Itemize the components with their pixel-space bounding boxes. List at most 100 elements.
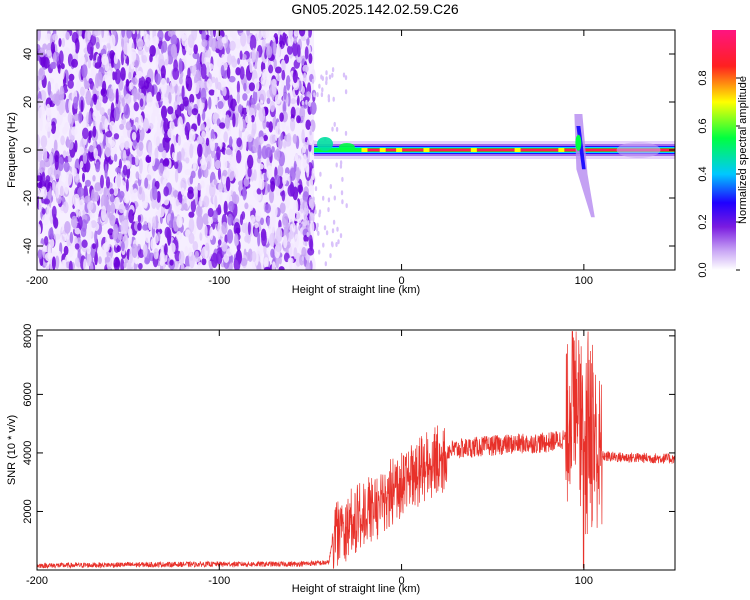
noise-blob bbox=[105, 131, 113, 138]
noise-blob bbox=[236, 150, 242, 164]
noise-blob bbox=[209, 138, 216, 152]
noise-blob bbox=[65, 170, 73, 187]
noise-blob bbox=[219, 122, 226, 129]
noise-blob bbox=[92, 175, 96, 182]
noise-blob bbox=[321, 87, 324, 93]
noise-blob bbox=[314, 209, 317, 215]
noise-blob bbox=[208, 89, 215, 96]
noise-blob bbox=[131, 243, 138, 258]
noise-blob bbox=[283, 235, 288, 249]
noise-blob bbox=[277, 164, 284, 178]
noise-blob bbox=[329, 184, 332, 189]
noise-blob bbox=[164, 52, 169, 68]
noise-blob bbox=[281, 190, 286, 202]
noise-blob bbox=[331, 72, 334, 78]
noise-blob bbox=[274, 94, 282, 105]
noise-blob bbox=[45, 175, 51, 183]
noise-blob bbox=[60, 66, 65, 81]
noise-blob bbox=[92, 243, 96, 250]
noise-blob bbox=[278, 257, 282, 265]
noise-blob bbox=[197, 113, 201, 126]
noise-blob bbox=[276, 121, 281, 131]
noise-blob bbox=[136, 38, 144, 50]
noise-blob bbox=[183, 203, 188, 211]
noise-blob bbox=[96, 71, 103, 87]
noise-blob bbox=[79, 160, 84, 168]
spectrogram-y-label: Frequency (Hz) bbox=[6, 112, 18, 188]
noise-blob bbox=[302, 72, 307, 83]
noise-blob bbox=[75, 204, 79, 218]
noise-blob bbox=[285, 75, 291, 91]
noise-blob bbox=[118, 203, 126, 214]
noise-blob bbox=[74, 227, 81, 235]
noise-blob bbox=[128, 209, 135, 224]
noise-blob bbox=[344, 89, 348, 95]
noise-blob bbox=[135, 155, 139, 166]
noise-blob bbox=[184, 266, 192, 270]
noise-blob bbox=[205, 242, 210, 251]
noise-blob bbox=[142, 244, 148, 258]
noise-blob bbox=[336, 226, 339, 232]
noise-blob bbox=[55, 255, 60, 270]
noise-blob bbox=[278, 151, 286, 167]
noise-blob bbox=[87, 220, 92, 234]
noise-blob bbox=[327, 197, 331, 203]
noise-blob bbox=[109, 188, 115, 195]
noise-blob bbox=[188, 128, 196, 143]
noise-blob bbox=[176, 231, 182, 241]
noise-blob bbox=[246, 122, 252, 131]
noise-blob bbox=[152, 101, 160, 117]
noise-blob bbox=[136, 70, 143, 79]
colorbar-gradient bbox=[712, 30, 736, 270]
noise-blob bbox=[49, 226, 54, 240]
noise-blob bbox=[188, 211, 195, 218]
noise-blob bbox=[164, 226, 171, 239]
noise-blob bbox=[167, 30, 174, 37]
noise-blob bbox=[51, 205, 57, 220]
noise-blob bbox=[138, 114, 144, 131]
noise-blob bbox=[305, 99, 308, 105]
noise-blob bbox=[273, 58, 277, 70]
snr-y-ticks: 2000 4000 6000 8000 bbox=[22, 324, 675, 524]
noise-blob bbox=[50, 41, 56, 54]
noise-blob bbox=[153, 131, 161, 147]
noise-blob bbox=[162, 169, 170, 180]
noise-blob bbox=[37, 223, 41, 237]
signal-hotspot bbox=[558, 148, 565, 152]
noise-blob bbox=[234, 38, 241, 49]
noise-blob bbox=[262, 68, 268, 80]
noise-blob bbox=[318, 83, 321, 89]
noise-blob bbox=[196, 80, 203, 88]
spectrogram-heatmap bbox=[37, 30, 675, 270]
noise-blob bbox=[37, 148, 43, 163]
noise-blob bbox=[293, 30, 300, 37]
noise-blob bbox=[236, 80, 240, 94]
noise-blob bbox=[193, 186, 198, 198]
noise-blob bbox=[205, 116, 212, 129]
noise-blob bbox=[228, 136, 233, 148]
noise-blob bbox=[271, 79, 277, 96]
snr-y-label: SNR (10 * v/v) bbox=[6, 415, 18, 485]
noise-blob bbox=[305, 119, 312, 131]
noise-blob bbox=[78, 30, 83, 37]
noise-blob bbox=[196, 60, 200, 70]
noise-blob bbox=[312, 196, 315, 202]
spectrogram-x-label: Height of straight line (km) bbox=[292, 284, 420, 296]
noise-blob bbox=[121, 241, 125, 252]
noise-blob bbox=[143, 30, 148, 43]
noise-blob bbox=[168, 220, 173, 229]
noise-blob bbox=[178, 58, 183, 74]
noise-blob bbox=[226, 248, 233, 257]
noise-blob bbox=[208, 96, 212, 110]
noise-blob bbox=[282, 32, 287, 46]
y-tick-label: -40 bbox=[22, 238, 34, 254]
noise-blob bbox=[43, 158, 51, 168]
noise-blob bbox=[163, 186, 169, 197]
noise-blob bbox=[220, 64, 225, 77]
noise-blob bbox=[37, 43, 41, 52]
noise-blob bbox=[283, 140, 287, 149]
noise-blob bbox=[149, 54, 153, 63]
noise-blob bbox=[174, 168, 179, 183]
noise-blob bbox=[322, 195, 325, 201]
noise-blob bbox=[275, 242, 282, 253]
